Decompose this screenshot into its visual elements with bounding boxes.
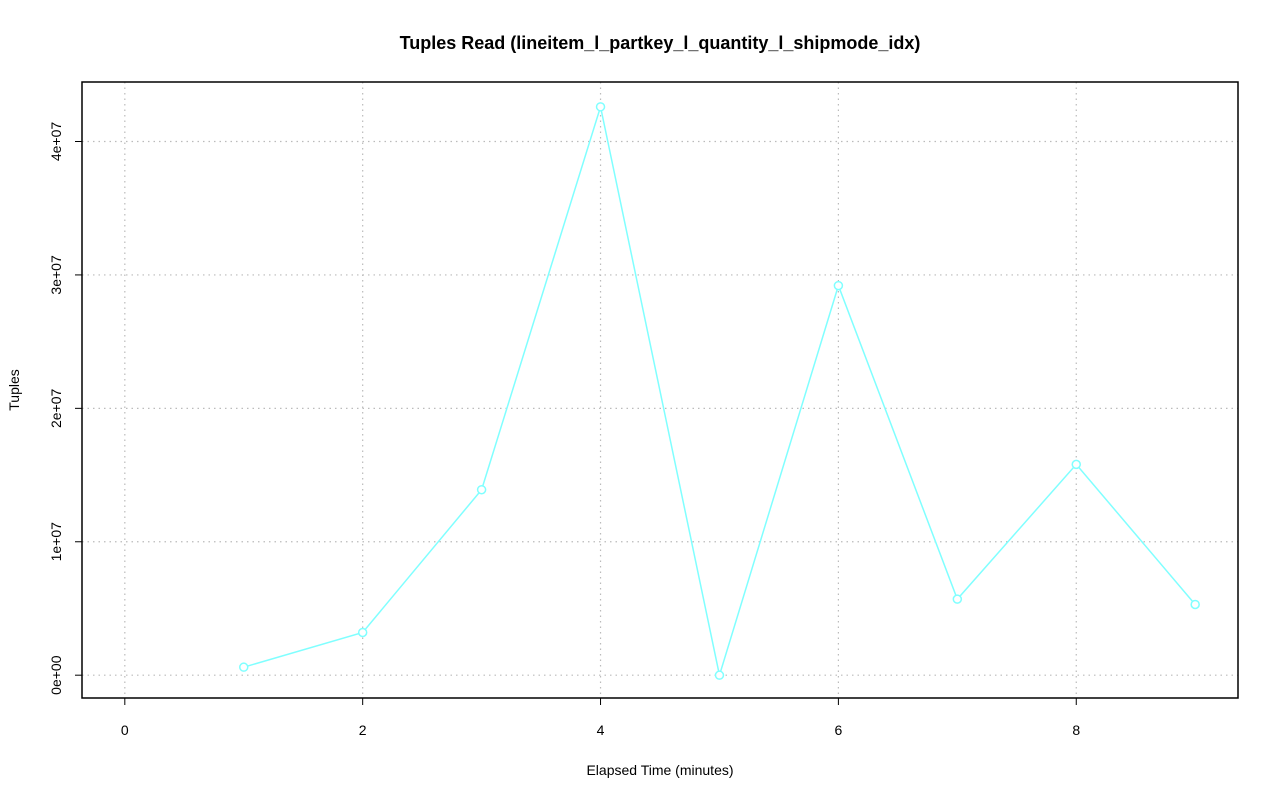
x-tick-label: 0 [121,722,129,738]
x-axis-label: Elapsed Time (minutes) [586,762,733,778]
y-tick-label: 1e+07 [48,522,64,562]
data-point [714,670,725,680]
data-point [238,662,249,672]
y-tick-label: 4e+07 [48,122,64,162]
x-tick-label: 8 [1072,722,1080,738]
y-tick-label: 2e+07 [48,388,64,428]
data-point [476,484,487,495]
x-tick-label: 4 [597,722,605,738]
data-point [357,627,368,638]
chart-title: Tuples Read (lineitem_l_partkey_l_quanti… [400,33,921,53]
x-tick-label: 2 [359,722,367,738]
data-point [1071,459,1082,470]
data-point [833,280,844,291]
y-axis-label: Tuples [6,369,22,411]
data-point [595,102,606,112]
y-tick-label: 0e+00 [48,655,64,695]
data-point [952,594,963,604]
data-point [1190,599,1200,610]
plot-frame [81,81,1239,699]
x-tick-label: 6 [834,722,842,738]
y-tick-label: 3e+07 [48,255,64,295]
